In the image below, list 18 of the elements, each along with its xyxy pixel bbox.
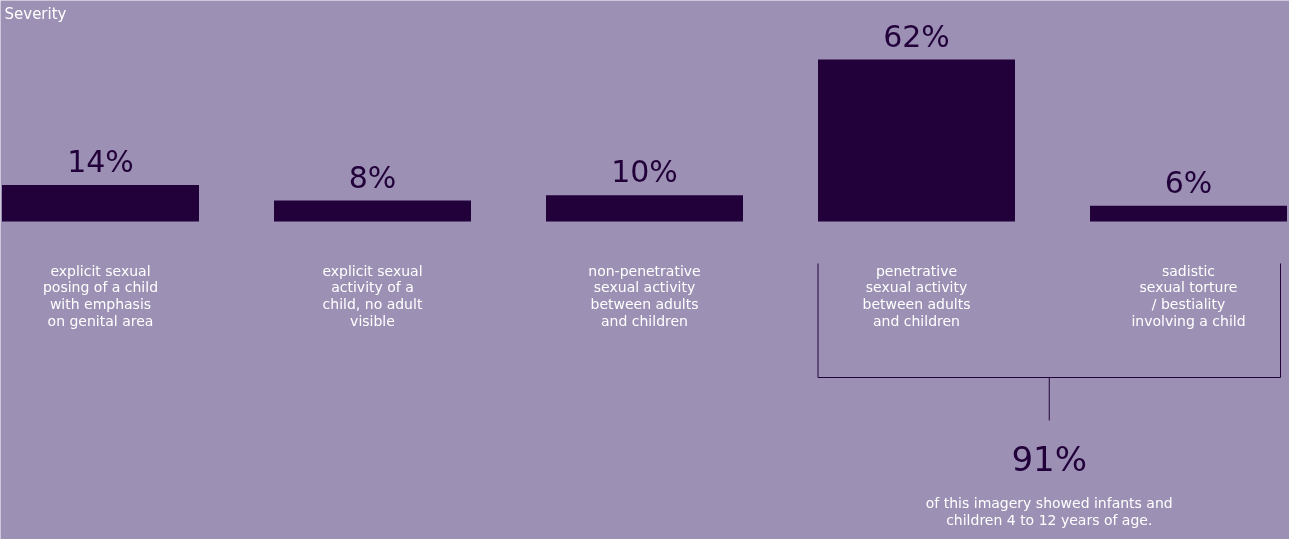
x-tick-label: non-penetrative sexual activity between adults and children bbox=[588, 262, 701, 329]
bar bbox=[818, 59, 1015, 222]
text: of this imagery showed infants and children 4 to 12 years of age. bbox=[925, 494, 1173, 529]
data-label: 14% bbox=[67, 143, 134, 179]
data-label: 10% bbox=[611, 154, 678, 190]
bar bbox=[274, 200, 471, 222]
bar bbox=[546, 195, 743, 222]
data-label: 62% bbox=[883, 18, 950, 54]
bar bbox=[1090, 205, 1287, 222]
text: 91% bbox=[1011, 438, 1088, 479]
bar bbox=[2, 184, 199, 222]
x-tick-label: explicit sexual posing of a child with emphasis on genital area bbox=[42, 262, 159, 329]
x-tick-label: penetrative sexual activity between adults and children bbox=[862, 262, 971, 329]
data-label: 6% bbox=[1164, 164, 1213, 200]
x-tick-label: explicit sexual activity of a child, no adult visible bbox=[322, 262, 423, 329]
data-label: 8% bbox=[348, 159, 397, 195]
chart-title: Severity bbox=[4, 4, 67, 23]
x-tick-label: sadistic sexual torture / bestiality involving a child bbox=[1131, 262, 1246, 329]
